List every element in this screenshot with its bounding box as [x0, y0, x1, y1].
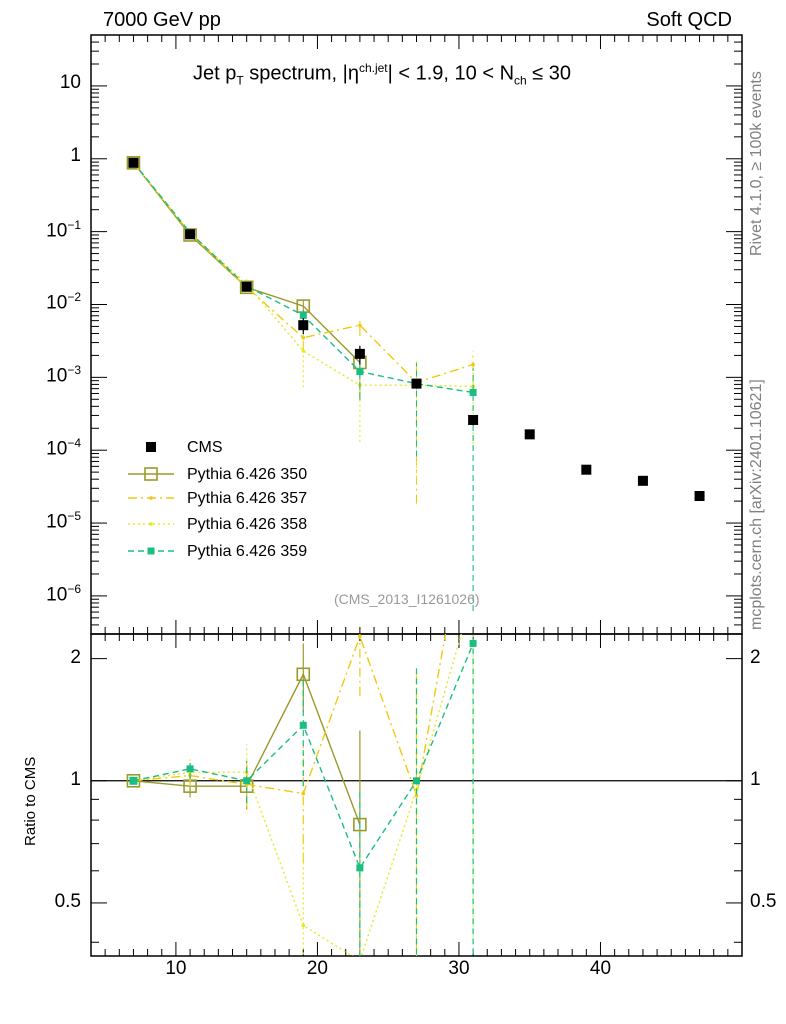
legend-entry-358: Pythia 6.426 358	[187, 516, 308, 533]
plot-title-part-1: Jet p	[193, 62, 237, 85]
series-3-main-point	[301, 349, 306, 353]
y-tick-label-ratio-left: 0.5	[54, 890, 81, 912]
legend-marker-2	[149, 496, 153, 500]
ratio-panel-series	[126, 634, 477, 963]
cms-point	[241, 281, 252, 292]
cms-point	[524, 429, 535, 440]
series-4-ratio-point	[356, 864, 364, 872]
series-4-main-point	[356, 368, 364, 376]
legend-entry-357: Pythia 6.426 357	[187, 490, 308, 507]
series-3-ratio-point	[358, 959, 362, 963]
y-tick-label-main: 1	[70, 144, 81, 166]
y-tick-label-ratio-right: 2	[750, 646, 761, 668]
series-1-main-point	[239, 280, 254, 295]
cms-point	[411, 378, 422, 389]
series-4-main-point	[469, 388, 477, 396]
series-3-main-line	[132, 162, 474, 388]
x-tick-label: 10	[165, 958, 187, 979]
plot-title-part-2: spectrum, |η	[243, 62, 359, 85]
cms-point	[354, 348, 365, 359]
cms-point	[581, 464, 592, 475]
series-4-ratio-point	[299, 721, 307, 729]
plot-title-part-3: | < 1.9, 10 < N	[387, 62, 515, 85]
legend-entry-350: Pythia 6.426 350	[187, 466, 308, 483]
series-2-main-point	[471, 362, 475, 367]
plot-title: Jet pT spectrum, |ηch.jet| < 1.9, 10 < N…	[193, 61, 571, 88]
legend-marker-4	[147, 547, 155, 555]
cms-point	[637, 475, 648, 486]
axis-ticks	[91, 34, 742, 956]
series-2-ratio-point	[414, 793, 419, 798]
y-tick-label-main: 10−5	[46, 509, 81, 533]
plot-title-sup-2: ch.jet	[358, 61, 388, 75]
legend-markers	[128, 442, 174, 555]
series-2-main-point	[301, 335, 306, 340]
plot-title-part-4: ≤ 30	[526, 62, 572, 85]
series-4-main-point	[299, 311, 307, 319]
y-tick-label-ratio-right: 0.5	[750, 890, 777, 912]
series-4-main-line	[132, 162, 474, 394]
y-tick-label-main: 10−1	[46, 217, 81, 241]
y-tick-label-main: 10	[59, 71, 81, 93]
header-energy-label: 7000 GeV pp	[103, 9, 221, 31]
x-tick-label: 40	[589, 958, 612, 979]
cms-point	[128, 157, 139, 168]
legend-entry-359: Pythia 6.426 359	[187, 543, 308, 560]
cms-point	[468, 414, 479, 425]
analysis-reference-label: (CMS_2013_I1261026)	[334, 591, 480, 607]
rivet-version-label: Rivet 4.1.0, ≥ 100k events	[748, 71, 765, 256]
cms-ratio-marker	[129, 776, 138, 785]
cms-point	[298, 320, 309, 331]
plot-title-sub-3: ch	[514, 73, 527, 88]
series-4-ratio-point	[186, 765, 194, 773]
y-tick-label-main: 10−6	[46, 581, 81, 606]
series-2-ratio-point	[358, 634, 362, 639]
plot-title-sub-1: T	[236, 73, 244, 88]
legend-entry-cms: CMS	[187, 439, 223, 456]
legend-marker-3	[149, 522, 153, 526]
series-3-ratio-point	[301, 923, 306, 928]
legend-marker-1	[144, 467, 158, 481]
header-process-label: Soft QCD	[646, 9, 732, 31]
series-4-ratio-point	[413, 777, 420, 785]
series-1-main-point	[183, 228, 197, 242]
legend-marker-cms	[146, 442, 156, 452]
main-panel-series	[126, 156, 705, 612]
mcplots-credit-label: mcplots.cern.ch [arXiv:2401.10621]	[748, 379, 765, 630]
x-tick-label: 30	[448, 958, 470, 979]
y-tick-label-main: 10−4	[46, 436, 81, 460]
y-tick-label-ratio-left: 1	[70, 768, 81, 790]
y-tick-label-ratio-right: 1	[750, 768, 761, 790]
series-4-ratio-point	[243, 777, 251, 785]
y-tick-label-ratio-left: 2	[70, 646, 81, 668]
series-1-ratio-point	[353, 817, 367, 832]
y-tick-label-main: 10−3	[46, 363, 81, 387]
series-4-ratio-point	[469, 639, 477, 647]
series-1-main-point	[126, 156, 141, 170]
x-tick-label: 20	[306, 958, 328, 979]
cms-point	[694, 491, 705, 502]
series-2-ratio-point	[301, 791, 306, 796]
ratio-y-axis-label: Ratio to CMS	[22, 756, 39, 846]
cms-point	[185, 229, 196, 240]
y-tick-label-main: 10−2	[46, 290, 81, 314]
series-2-main-point	[358, 323, 362, 327]
